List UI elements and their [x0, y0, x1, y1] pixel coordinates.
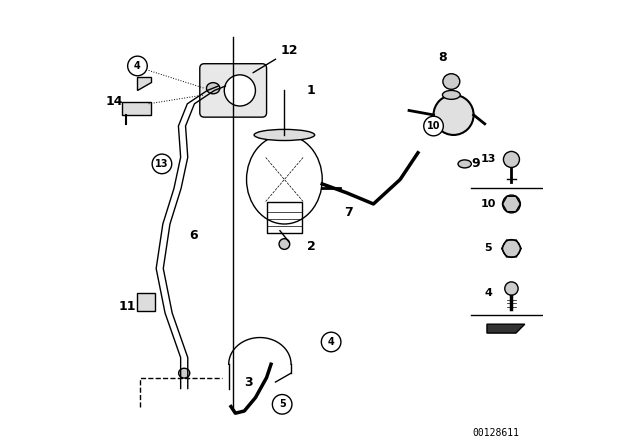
Circle shape	[273, 395, 292, 414]
Circle shape	[433, 95, 474, 135]
Text: 3: 3	[244, 375, 253, 388]
Circle shape	[504, 151, 520, 168]
Text: 10: 10	[427, 121, 440, 131]
Text: 4: 4	[134, 61, 141, 71]
Text: 1: 1	[307, 84, 316, 97]
Text: 14: 14	[106, 95, 123, 108]
Circle shape	[321, 332, 341, 352]
Ellipse shape	[179, 368, 190, 378]
Text: 10: 10	[481, 199, 496, 209]
Bar	[267, 202, 302, 233]
Polygon shape	[138, 77, 151, 90]
Ellipse shape	[207, 82, 220, 94]
Ellipse shape	[458, 160, 472, 168]
Text: 5: 5	[279, 399, 285, 409]
Text: 4: 4	[484, 288, 492, 298]
Text: 00128611: 00128611	[472, 428, 520, 438]
Ellipse shape	[442, 90, 460, 99]
Text: 9: 9	[472, 157, 480, 170]
Text: 13: 13	[155, 159, 169, 169]
Text: 7: 7	[344, 207, 353, 220]
Text: 12: 12	[280, 44, 298, 57]
Text: 13: 13	[481, 155, 496, 164]
Polygon shape	[487, 324, 525, 333]
Circle shape	[502, 240, 520, 258]
Text: 4: 4	[328, 337, 335, 347]
Circle shape	[505, 282, 518, 295]
Circle shape	[279, 239, 290, 250]
Text: 6: 6	[189, 228, 197, 241]
Ellipse shape	[254, 129, 315, 141]
Text: 2: 2	[307, 240, 316, 253]
Text: 8: 8	[438, 51, 447, 64]
Bar	[138, 293, 156, 311]
Circle shape	[152, 154, 172, 174]
FancyBboxPatch shape	[200, 64, 267, 117]
Circle shape	[424, 116, 444, 136]
Circle shape	[224, 75, 255, 106]
Text: 11: 11	[119, 300, 136, 313]
Ellipse shape	[443, 74, 460, 89]
Circle shape	[502, 195, 520, 213]
Text: 5: 5	[484, 243, 492, 254]
Circle shape	[127, 56, 147, 76]
Polygon shape	[122, 102, 151, 115]
